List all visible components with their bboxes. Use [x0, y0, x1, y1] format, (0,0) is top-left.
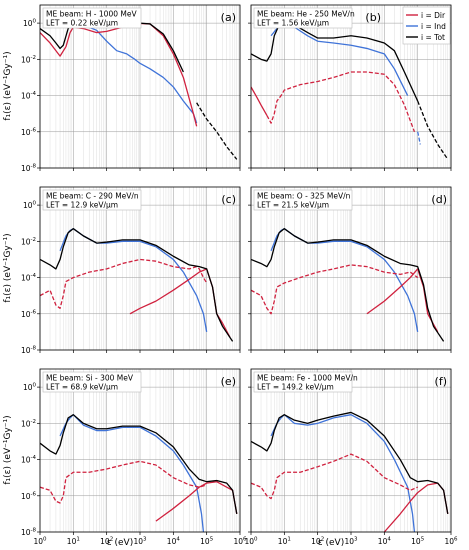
x-tick-label: 105 — [200, 537, 214, 547]
panel-label: (f) — [435, 375, 447, 388]
x-tick-label: 104 — [167, 537, 181, 547]
x-tick-label: 100 — [33, 537, 47, 547]
series-itot-line — [251, 411, 449, 515]
series-idir-dashed-line — [266, 71, 416, 133]
y-tick-label: 10-6 — [21, 127, 37, 137]
grid — [39, 187, 241, 351]
y-tick-label: 10-4 — [21, 91, 37, 101]
series-idir-solid-line — [155, 481, 238, 522]
legend-label-tot: i = Tot — [421, 33, 445, 42]
let-label: LET = 21.5 keV/µm — [257, 201, 329, 210]
series-idir-dashed-line — [251, 453, 418, 500]
x-tick-label: 103 — [133, 537, 147, 547]
beam-label: ME beam: He - 250 MeV/n — [257, 10, 355, 19]
y-tick-label: 100 — [23, 201, 37, 211]
y-axis-label-top: f₁(ε) (eV⁻¹Gy⁻¹) — [3, 51, 13, 120]
series-itot-line — [40, 228, 234, 342]
y-tick-label: 10-4 — [21, 455, 37, 465]
series-itot-line — [251, 21, 419, 102]
beam-info-box — [253, 371, 353, 393]
y-tick-label: 10-8 — [21, 528, 37, 538]
panel-label: (b) — [365, 11, 381, 24]
y-tick-label: 10-2 — [21, 419, 36, 429]
let-label: LET = 0.22 keV/µm — [46, 19, 118, 28]
x-tick-label: 103 — [344, 537, 358, 547]
beam-label: ME beam: H - 1000 MeV — [46, 10, 137, 19]
y-tick-label: 10-4 — [21, 273, 37, 283]
y-tick-label: 10-8 — [21, 346, 37, 356]
series-idir-solid-line — [366, 268, 439, 333]
x-tick-label: 100 — [244, 537, 258, 547]
x-tick-label: 102 — [100, 537, 113, 547]
let-label: LET = 149.2 keV/µm — [257, 383, 334, 392]
legend-label-dir: i = Dir — [421, 11, 446, 20]
series-itot-dashed-line — [417, 100, 449, 160]
beam-label: ME beam: Fe - 1000 MeV/n — [257, 374, 358, 383]
chart-panel-a: 100 10-2 10-4 10-6 10-8 ME beam: H - 1000 MeV… — [21, 4, 241, 174]
series-itot-line — [251, 228, 445, 342]
beam-info-box — [42, 7, 142, 29]
x-axis-label-right: ε (eV) — [318, 538, 344, 548]
panel-label: (d) — [431, 193, 447, 206]
panel-label: (c) — [221, 193, 236, 206]
series-group — [40, 228, 234, 342]
y-tick-label: 100 — [23, 383, 37, 393]
series-itot-line — [40, 414, 238, 515]
legend-label-ind: i = Ind — [421, 22, 446, 31]
y-tick-label: 100 — [23, 19, 37, 29]
let-label: LET = 1.56 keV/µm — [257, 19, 329, 28]
series-idir-dashed-line — [251, 264, 419, 315]
series-idir-line — [251, 86, 268, 116]
x-tick-label: 101 — [278, 537, 291, 547]
y-tick-label: 10-6 — [21, 491, 37, 501]
beam-info-box — [42, 189, 142, 211]
y-tick-label: 10-8 — [21, 164, 37, 174]
y-tick-label: 10-6 — [21, 309, 37, 319]
panel-label: (e) — [221, 375, 236, 388]
chart-panel-f: 100 101 102 103 104 105 106 ME beam: Fe - 1000 … — [244, 368, 458, 547]
x-tick-label: 106 — [233, 537, 247, 547]
x-tick-label: 106 — [444, 537, 458, 547]
x-tick-label: 101 — [67, 537, 80, 547]
chart-panel-c: 100 10-2 10-4 10-6 10-8 ME beam: C - 290 MeV/… — [21, 186, 241, 356]
series-group — [40, 414, 238, 532]
grid — [250, 369, 452, 533]
x-axis-label-left: ε (eV) — [107, 538, 133, 548]
x-tick-label: 104 — [378, 537, 392, 547]
panel-label: (a) — [221, 11, 236, 24]
series-iind-line — [59, 414, 205, 532]
series-iind-line — [270, 414, 416, 532]
y-axis-label-middle: f₁(ε) (eV⁻¹Gy⁻¹) — [3, 233, 13, 302]
series-group — [251, 228, 445, 342]
grid — [39, 5, 241, 169]
beam-info-box — [253, 7, 353, 29]
y-tick-label: 10-2 — [21, 237, 36, 247]
series-iind-dashed-line — [417, 131, 421, 145]
beam-label: ME beam: O - 325 MeV/n — [257, 192, 351, 201]
beam-label: ME beam: Si - 300 MeV — [46, 374, 134, 383]
x-tick-label: 102 — [311, 537, 324, 547]
legend: i = Dir i = Ind i = Tot — [402, 6, 451, 45]
let-label: LET = 68.9 keV/µm — [46, 383, 118, 392]
series-group — [251, 411, 449, 532]
series-itot-dashed-line — [196, 102, 238, 160]
beam-info-box — [253, 189, 353, 211]
series-idir-dashed-line — [40, 460, 207, 504]
x-tick-label: 105 — [411, 537, 425, 547]
beam-label: ME beam: C - 290 MeV/n — [46, 192, 139, 201]
y-axis-label-bottom: f₁(ε) (eV⁻¹Gy⁻¹) — [3, 415, 13, 484]
series-idir-dashed-line — [40, 258, 208, 309]
series-idir-line — [40, 22, 198, 127]
beam-info-box — [42, 371, 142, 393]
let-label: LET = 12.9 keV/µm — [46, 201, 118, 210]
y-tick-label: 10-2 — [21, 55, 36, 64]
